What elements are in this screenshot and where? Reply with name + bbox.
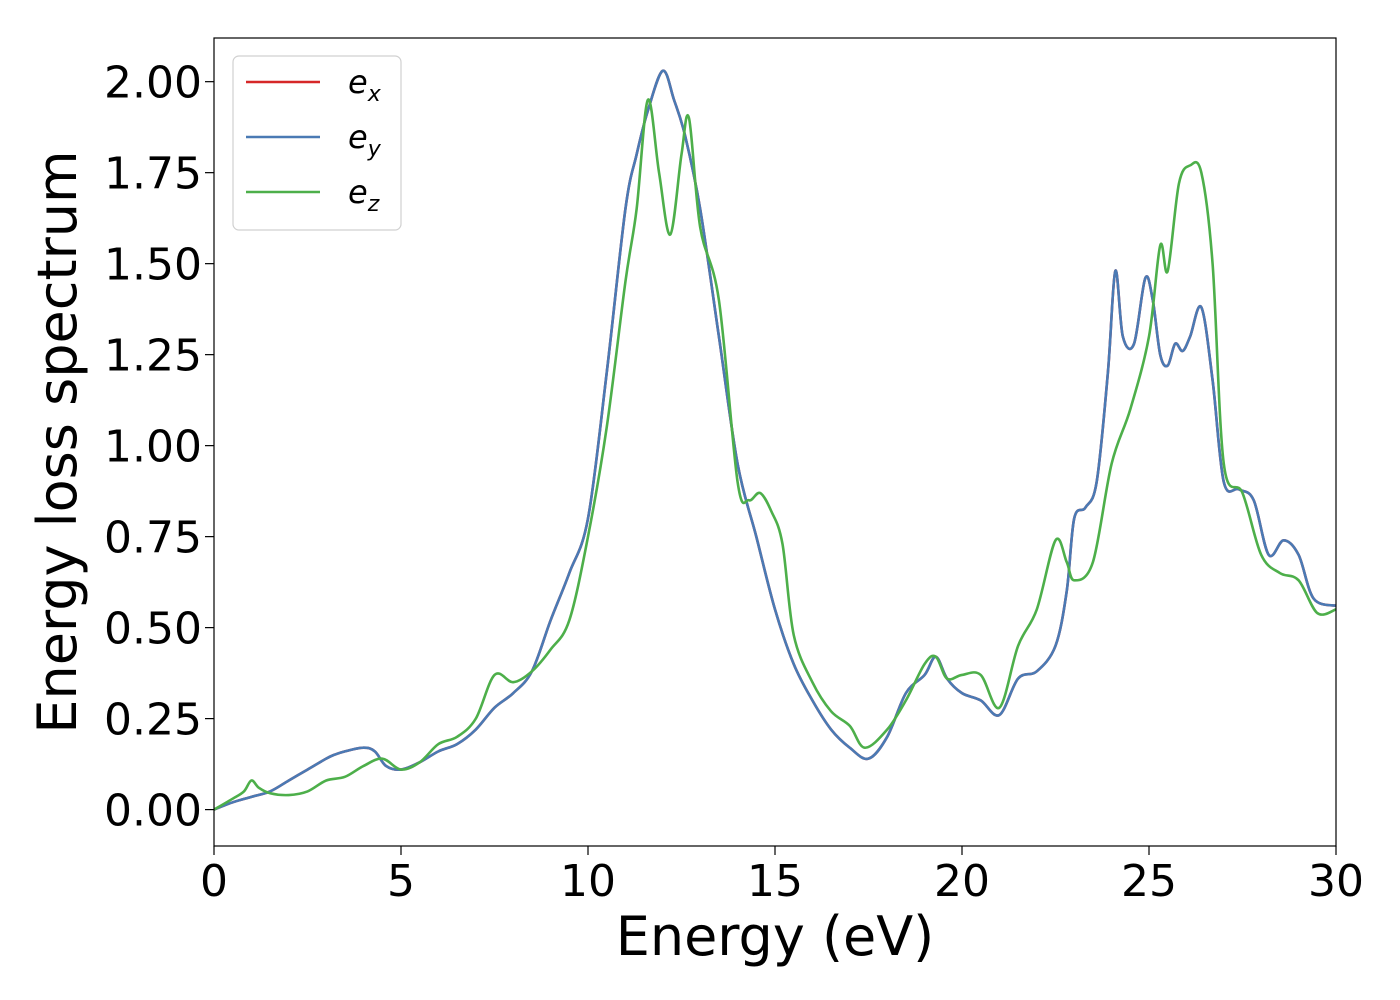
x-tick-label: 10 [560, 856, 616, 907]
legend-label-z: ez [348, 173, 380, 217]
y-tick-label: 1.50 [104, 240, 202, 291]
y-tick-label: 1.00 [104, 422, 202, 473]
y-tick-label: 0.50 [104, 604, 202, 655]
legend-label-x: ex [348, 63, 382, 107]
series-lines-layer [214, 69, 1336, 811]
y-tick-label: 1.75 [104, 149, 202, 200]
y-tick-label: 0.75 [104, 513, 202, 564]
y-axis-title: Energy loss spectrum [26, 150, 89, 733]
y-tick-label: 2.00 [104, 58, 202, 109]
legend-label-y: ey [348, 118, 382, 162]
x-tick-label: 15 [747, 856, 803, 907]
y-tick-label: 0.00 [104, 786, 202, 837]
x-axis-title: Energy (eV) [616, 905, 935, 968]
x-tick-label: 5 [387, 856, 415, 907]
legend-box [232, 55, 402, 231]
y-tick-label: 1.25 [104, 331, 202, 382]
series-line-z [214, 98, 1336, 811]
legend: ex ey ez [232, 55, 402, 231]
x-tick-label: 20 [934, 856, 990, 907]
x-tick-label: 25 [1121, 856, 1177, 907]
ticks-layer: 0 5 10 15 20 25 30 0.00 0.25 0.50 0.75 1.00 1.25 1.50… [104, 58, 1364, 907]
x-tick-label: 0 [200, 856, 228, 907]
y-tick-label: 0.25 [104, 695, 202, 746]
x-tick-label: 30 [1308, 856, 1364, 907]
